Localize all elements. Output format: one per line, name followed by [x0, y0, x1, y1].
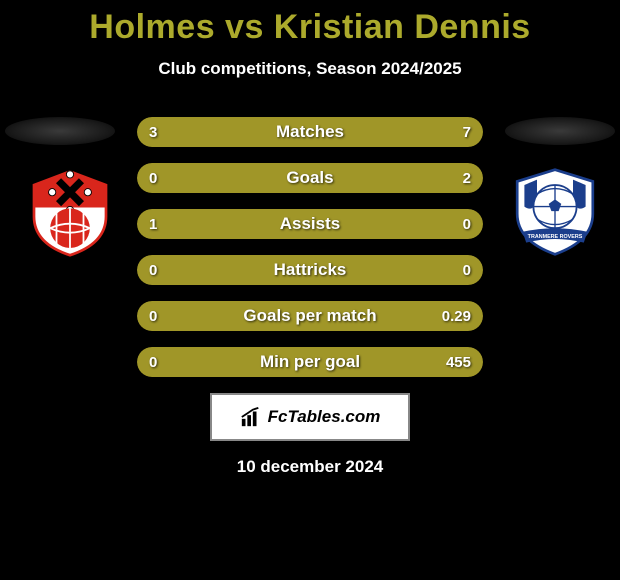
shadow-left [5, 117, 115, 145]
stat-label: Hattricks [137, 255, 483, 285]
crest-right-icon: TRANMERE ROVERS [510, 167, 600, 257]
stat-bars: 37Matches 02Goals 10Assists 00Hattricks 00.2… [137, 117, 483, 377]
crest-right: TRANMERE ROVERS [510, 167, 600, 257]
shadow-right [505, 117, 615, 145]
stat-bar: 00Hattricks [137, 255, 483, 285]
comparison-panel: TRANMERE ROVERS 37Matches 02Goals 10Assist… [0, 117, 620, 477]
stat-label: Assists [137, 209, 483, 239]
chart-icon [240, 406, 262, 428]
stat-label: Goals per match [137, 301, 483, 331]
page-subtitle: Club competitions, Season 2024/2025 [0, 59, 620, 79]
stat-label: Min per goal [137, 347, 483, 377]
svg-text:TRANMERE ROVERS: TRANMERE ROVERS [528, 234, 583, 240]
stat-bar: 00.29Goals per match [137, 301, 483, 331]
stat-label: Matches [137, 117, 483, 147]
crest-left [25, 167, 115, 257]
page-title: Holmes vs Kristian Dennis [0, 0, 620, 47]
date-text: 10 december 2024 [0, 457, 620, 477]
stat-bar: 02Goals [137, 163, 483, 193]
branding-box: FcTables.com [210, 393, 410, 441]
brand-text: FcTables.com [268, 407, 381, 427]
stat-bar: 10Assists [137, 209, 483, 239]
stat-bar: 37Matches [137, 117, 483, 147]
stat-label: Goals [137, 163, 483, 193]
stat-bar: 0455Min per goal [137, 347, 483, 377]
crest-left-icon [25, 167, 115, 257]
